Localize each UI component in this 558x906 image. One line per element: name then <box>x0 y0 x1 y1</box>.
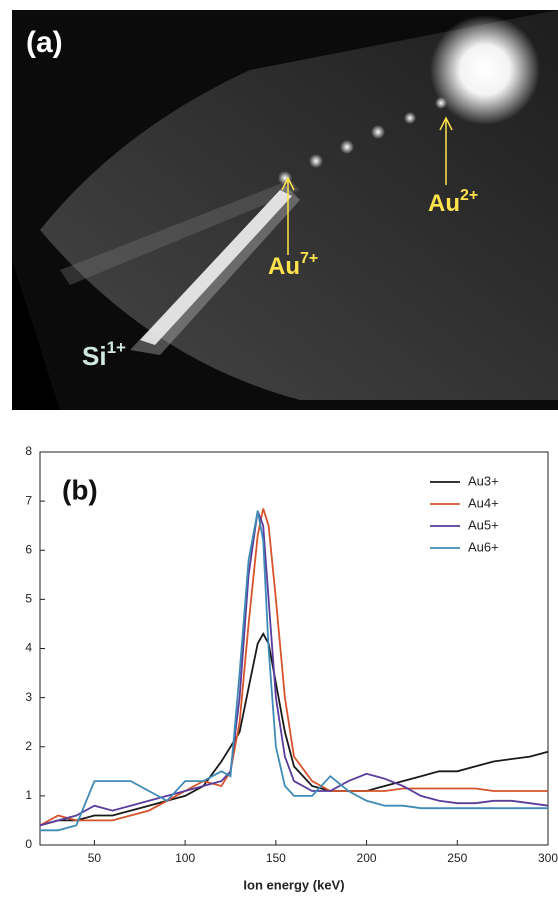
y-tick-label: 5 <box>25 592 32 606</box>
annotation: Au2+ <box>428 187 478 217</box>
series-line <box>39 508 548 827</box>
detector-image <box>12 10 558 410</box>
annotation: Au7+ <box>268 250 318 280</box>
x-tick-label: 200 <box>357 851 377 865</box>
x-tick-label: 50 <box>88 851 102 865</box>
y-tick-label: 8 <box>25 444 32 458</box>
x-tick-label: 300 <box>538 851 558 865</box>
y-tick-label: 0 <box>25 837 32 851</box>
arrow-head <box>439 116 453 131</box>
x-axis-label: Ion energy (keV) <box>243 877 344 892</box>
series-line <box>39 631 549 827</box>
annotation: Si1+ <box>82 338 126 370</box>
x-tick-label: 250 <box>447 851 467 865</box>
y-tick-label: 1 <box>25 788 32 802</box>
y-tick-label: 4 <box>25 641 32 655</box>
y-tick-label: 2 <box>25 739 32 753</box>
x-tick-label: 100 <box>175 851 195 865</box>
y-tick-label: 3 <box>25 690 32 704</box>
x-tick-label: 150 <box>266 851 286 865</box>
y-tick-label: 6 <box>25 542 32 556</box>
series-line <box>39 510 549 827</box>
panel-label: (a) <box>26 26 63 59</box>
y-tick-label: 7 <box>25 493 32 507</box>
legend-label: Au3+ <box>468 473 499 488</box>
legend-label: Au6+ <box>468 539 499 554</box>
plot-frame <box>39 451 549 846</box>
legend-label: Au4+ <box>468 495 499 510</box>
panel-label: (b) <box>62 474 98 505</box>
series-line <box>40 510 548 832</box>
arrow-head <box>281 176 295 191</box>
legend-label: Au5+ <box>468 517 499 532</box>
